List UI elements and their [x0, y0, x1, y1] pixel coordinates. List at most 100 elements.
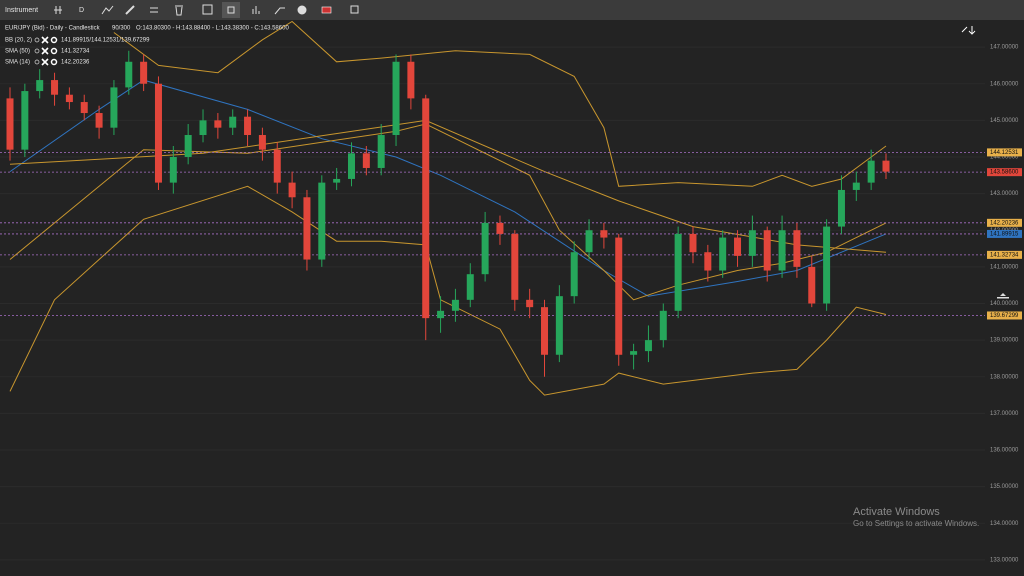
candle-body [630, 351, 638, 355]
candle-body [95, 113, 103, 128]
candle-body [719, 237, 727, 271]
indicator-icon[interactable] [150, 7, 158, 13]
candle-body [466, 274, 474, 300]
level-tag [987, 218, 1022, 227]
candle-body [377, 135, 385, 168]
candle-body [154, 83, 162, 183]
fullscreen-button[interactable] [222, 2, 240, 18]
watermark-title: Activate Windows [853, 506, 940, 518]
chart-title: EUR/JPY (Bid) - Daily - Candlestick [5, 26, 101, 32]
chart-type-icon[interactable] [252, 6, 260, 14]
candle-body [644, 340, 652, 352]
settings-icon[interactable] [50, 36, 58, 44]
candle-body [244, 116, 252, 136]
y-tick-label: 137.00000 [990, 411, 1019, 417]
candle-body [273, 149, 281, 183]
candle-body [184, 135, 192, 157]
bar-count: 90/300 [112, 26, 131, 32]
candle-body [140, 61, 148, 84]
candle-body [288, 182, 296, 198]
language-flag[interactable] [321, 6, 332, 14]
candle-body [110, 87, 118, 128]
candle-body [407, 61, 415, 99]
y-tick-label: 147.00000 [990, 45, 1019, 51]
candle-body [734, 237, 742, 256]
level-label: 143.58600 [990, 170, 1019, 176]
plot-area [0, 20, 985, 561]
candle-body [882, 160, 890, 172]
candle-body [511, 233, 519, 300]
visibility-icon[interactable] [34, 48, 40, 54]
indicator-line [9, 185, 887, 396]
visibility-icon[interactable] [34, 37, 40, 43]
theme-icon[interactable] [297, 5, 307, 15]
indicator-name: SMA (50) [5, 49, 30, 55]
candle-body [867, 160, 875, 183]
candle-body [392, 61, 400, 136]
indicator-name: BB (20, 2) [5, 38, 32, 44]
candle-body [837, 189, 845, 227]
remove-icon[interactable] [41, 36, 49, 44]
candle-body [748, 230, 756, 256]
compare-icon[interactable] [54, 6, 62, 14]
level-tag [987, 311, 1022, 320]
candle-body [823, 226, 831, 304]
candle-body [615, 237, 623, 355]
candle-body [422, 98, 430, 319]
candle-body [585, 230, 593, 253]
y-tick-label: 139.00000 [990, 338, 1019, 344]
level-tag [987, 148, 1022, 157]
indicator-line [113, 20, 887, 187]
candle-body [21, 91, 29, 150]
y-tick-label: 134.00000 [990, 521, 1019, 527]
candle-body [555, 296, 563, 355]
indicator-readout: 142.20236 [61, 60, 90, 66]
toolbar-items: Instrument D [5, 2, 359, 18]
level-label: 144.12531 [990, 150, 1019, 156]
settings-icon[interactable] [50, 58, 58, 66]
level-label: 141.32734 [990, 252, 1019, 258]
candle-body [65, 94, 73, 103]
level-tag [987, 250, 1022, 259]
visibility-icon[interactable] [34, 59, 40, 65]
candle-body [600, 230, 608, 238]
level-label: 141.89915 [990, 232, 1019, 238]
candle-body [199, 120, 207, 136]
candle-body [659, 310, 667, 341]
candle-body [437, 310, 445, 319]
drag-handle[interactable] [997, 293, 1009, 299]
instrument-menu[interactable]: Instrument [5, 7, 38, 14]
candle-body [496, 222, 504, 234]
candle-body [541, 307, 549, 355]
delete-icon[interactable] [175, 5, 183, 16]
y-tick-label: 144.00000 [990, 155, 1019, 161]
indicator-readout: 141.32734 [61, 49, 90, 55]
candle-body [570, 252, 578, 297]
watermark-subtitle: Go to Settings to activate Windows. [853, 519, 979, 528]
layout-icon[interactable] [202, 4, 213, 15]
level-tag [987, 168, 1022, 177]
window-icon[interactable] [350, 5, 359, 14]
share-icon[interactable] [274, 7, 285, 15]
candle-body [36, 80, 44, 92]
period-menu[interactable]: D [79, 7, 84, 14]
pencil-icon[interactable] [125, 5, 135, 15]
level-label: 139.67299 [990, 313, 1019, 319]
remove-icon[interactable] [41, 47, 49, 55]
settings-icon[interactable] [50, 47, 58, 55]
candle-body [793, 230, 801, 267]
expand-icon[interactable] [961, 26, 976, 35]
indicator-readout: 141.89915/144.12531/139.67299 [61, 38, 150, 44]
draw-line-icon[interactable] [101, 5, 114, 15]
remove-icon[interactable] [41, 58, 49, 66]
y-tick-label: 135.00000 [990, 484, 1019, 490]
candle-body [763, 230, 771, 271]
candle-body [333, 178, 341, 183]
candle-body [318, 182, 326, 260]
candle-body [704, 252, 712, 271]
y-tick-label: 146.00000 [990, 81, 1019, 87]
toolbar [0, 0, 1024, 20]
level-tag [987, 229, 1022, 238]
y-tick-label: 140.00000 [990, 301, 1019, 307]
